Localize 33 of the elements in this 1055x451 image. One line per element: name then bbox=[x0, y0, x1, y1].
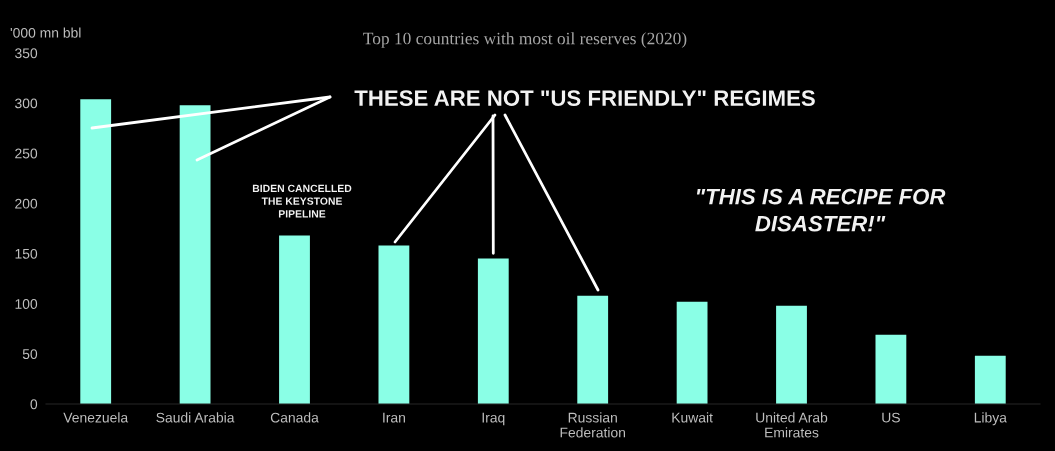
y-tick-label: 200 bbox=[15, 198, 38, 209]
y-tick-label: 0 bbox=[30, 399, 38, 410]
y-tick-label: 350 bbox=[15, 48, 38, 59]
y-tick-label: 150 bbox=[15, 248, 38, 259]
y-tick-label: 250 bbox=[15, 148, 38, 159]
bar bbox=[974, 355, 1006, 404]
y-tick-label: 50 bbox=[22, 349, 38, 360]
y-tick-label: 100 bbox=[15, 299, 38, 309]
y-tick-label: 300 bbox=[15, 98, 38, 109]
bar bbox=[279, 235, 310, 404]
x-tick-label: Libya bbox=[974, 412, 1007, 426]
annotation: THESE ARE NOT "US FRIENDLY" REGIMES bbox=[354, 90, 815, 106]
bar bbox=[776, 305, 807, 404]
bar bbox=[80, 99, 112, 404]
x-tick-label: US bbox=[882, 412, 900, 423]
x-tick-label: Canada bbox=[270, 412, 319, 423]
bar bbox=[875, 334, 907, 404]
bar bbox=[477, 258, 509, 404]
annotation: "THIS IS A RECIPE FOR DISASTER!" bbox=[696, 188, 946, 232]
bar bbox=[676, 301, 708, 404]
x-tick-label: Iraq bbox=[482, 412, 505, 426]
x-tick-label: United Arab Emirates bbox=[756, 412, 828, 438]
y-axis-title: '000 mn bbl bbox=[10, 27, 81, 38]
x-tick-label: Russian Federation bbox=[560, 412, 625, 438]
x-tick-label: Venezuela bbox=[63, 412, 129, 423]
x-tick-label: Saudi Arabia bbox=[156, 412, 235, 423]
bar bbox=[179, 105, 211, 404]
x-tick-label: Iran bbox=[383, 412, 405, 423]
annotation: BIDEN CANCELLED THE KEYSTONE PIPELINE bbox=[252, 184, 352, 218]
bar bbox=[577, 295, 609, 404]
chart-title: Top 10 countries with most oil reserves (2020) bbox=[363, 32, 687, 48]
bar bbox=[378, 245, 410, 404]
x-tick-label: Kuwait bbox=[672, 412, 713, 423]
